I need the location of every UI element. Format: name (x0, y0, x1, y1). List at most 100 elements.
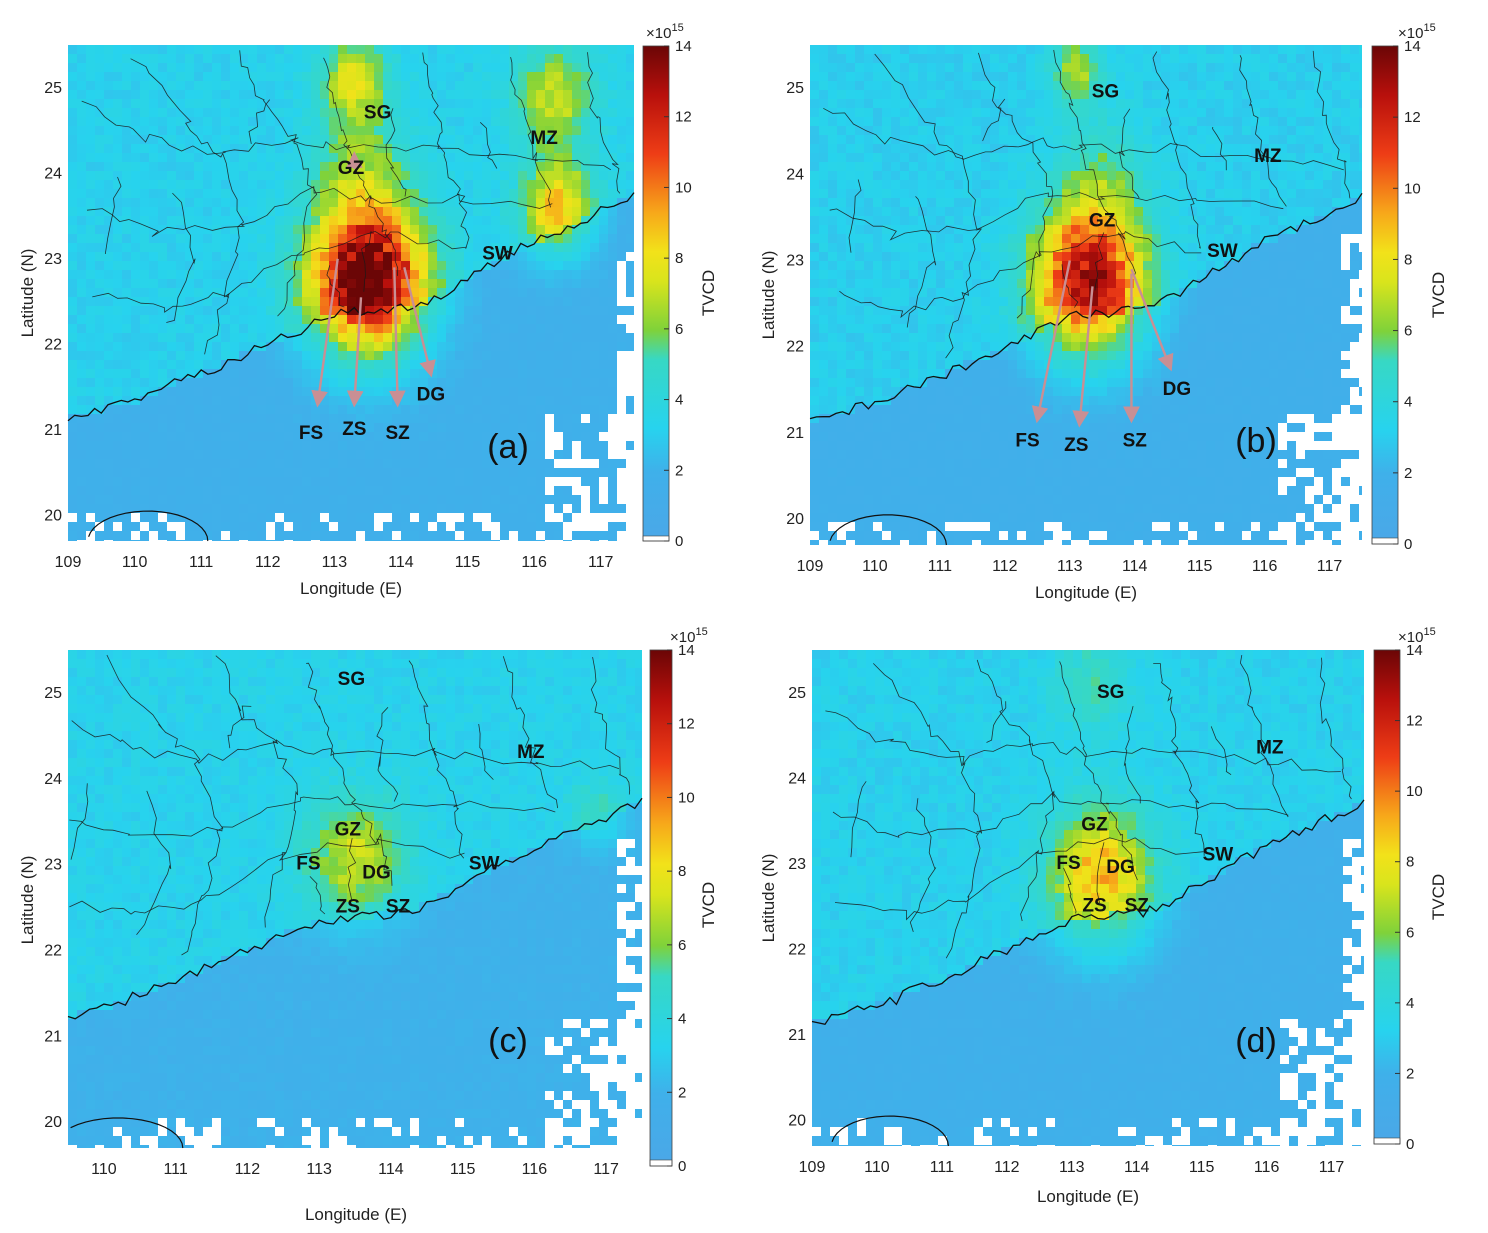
x-axis-label-a: Longitude (E) (300, 579, 402, 598)
y-tick-label: 20 (44, 507, 62, 524)
x-tick-label: 114 (378, 1161, 404, 1178)
colorbar-tick-label: 6 (678, 937, 686, 954)
heatmap-a (68, 45, 634, 541)
city-label-sg: SG (364, 102, 391, 123)
colorbar-label-b: TVCD (1429, 272, 1448, 318)
y-tick-label: 25 (44, 80, 62, 97)
x-tick-label: 109 (55, 554, 82, 571)
city-label-zs: ZS (1064, 435, 1088, 456)
colorbar-gradient-c (650, 650, 672, 1160)
x-tick-label: 109 (799, 1159, 826, 1176)
city-label-zs: ZS (336, 897, 360, 918)
city-labels-c: SG MZ GZ FS DG SW ZS SZ (296, 669, 545, 918)
city-labels-b: SG GZ MZ SW FS ZS SZ DG (1015, 81, 1282, 455)
x-tick-label: 111 (928, 558, 952, 575)
x-tick-label: 117 (588, 554, 614, 571)
colorbar-tick-label: 6 (1406, 924, 1414, 941)
y-tick-label: 25 (786, 80, 804, 97)
colorbar-multiplier-c: ×1015 (670, 626, 708, 646)
colorbar-tick-label: 2 (1406, 1065, 1414, 1082)
x-ticks-d: 109 110 111 112 113 114 115 116 117 (799, 1159, 1345, 1176)
colorbar-multiplier-a: ×1015 (646, 22, 684, 42)
x-tick-label: 114 (1124, 1159, 1150, 1176)
colorbar-tick-label: 2 (1404, 465, 1412, 482)
y-tick-label: 21 (786, 425, 804, 442)
panel-label-c: (c) (488, 1022, 528, 1060)
x-tick-label: 117 (1317, 558, 1343, 575)
colorbar-tick-label: 4 (1404, 394, 1412, 411)
city-label-sw: SW (482, 244, 513, 265)
city-label-gz: GZ (335, 819, 362, 840)
colorbar-ticks-b: 0 2 4 6 8 10 12 14 (1393, 38, 1421, 553)
x-tick-label: 112 (235, 1161, 261, 1178)
colorbar-multiplier-b: ×1015 (1398, 22, 1436, 42)
city-label-sz: SZ (1123, 431, 1148, 452)
y-tick-label: 25 (788, 685, 806, 702)
x-tick-label: 114 (1122, 558, 1148, 575)
city-label-sg: SG (1097, 682, 1124, 703)
colorbar-d: 0 2 4 6 8 10 12 14 TVCD ×1015 (1373, 626, 1448, 1153)
x-axis-label-d: Longitude (E) (1037, 1187, 1139, 1206)
y-axis-label-b: Latitude (N) (759, 251, 778, 340)
x-tick-label: 110 (91, 1161, 117, 1178)
colorbar-tick-label: 4 (675, 392, 683, 409)
x-tick-label: 116 (1252, 558, 1278, 575)
pointer-arrow (346, 297, 364, 408)
x-tick-label: 117 (1319, 1159, 1345, 1176)
x-tick-label: 113 (306, 1161, 332, 1178)
pointer-arrow (1130, 268, 1174, 372)
y-tick-label: 23 (788, 856, 806, 873)
colorbar-tick-label: 6 (675, 321, 683, 338)
y-tick-label: 22 (44, 943, 62, 960)
y-tick-label: 22 (788, 941, 806, 958)
x-tick-label: 111 (930, 1159, 954, 1176)
city-label-dg: DG (417, 385, 446, 406)
colorbar-label-d: TVCD (1429, 874, 1448, 920)
y-tick-label: 20 (44, 1114, 62, 1131)
colorbar-tick-label: 10 (1404, 180, 1421, 197)
colorbar-ticks-d: 0 2 4 6 8 10 12 14 (1395, 642, 1423, 1153)
x-ticks-a: 109 110 111 112 113 114 115 116 117 (55, 554, 614, 571)
city-label-zs: ZS (1082, 896, 1106, 917)
y-tick-label: 23 (44, 857, 62, 874)
city-label-sz: SZ (385, 423, 410, 444)
colorbar-label-c: TVCD (699, 882, 718, 928)
y-tick-label: 24 (44, 771, 62, 788)
panel-label-b: (b) (1235, 422, 1277, 460)
colorbar-tick-label: 2 (678, 1084, 686, 1101)
pointer-arrow (388, 267, 406, 408)
colorbar-tick-label: 0 (678, 1158, 686, 1175)
y-tick-label: 24 (44, 165, 62, 182)
colorbar-tick-label: 4 (678, 1011, 686, 1028)
province-borders-a (67, 50, 635, 542)
pointer-arrow (403, 267, 436, 378)
y-tick-label: 24 (788, 770, 806, 787)
colorbar-gradient-d (1374, 650, 1400, 1138)
x-tick-label: 109 (797, 558, 824, 575)
colorbar-gradient-a (643, 46, 669, 536)
city-label-mz: MZ (1256, 737, 1284, 758)
x-tick-label: 116 (1254, 1159, 1280, 1176)
x-axis-label-b: Longitude (E) (1035, 583, 1137, 602)
y-tick-label: 25 (44, 685, 62, 702)
heatmap-b (810, 45, 1362, 545)
x-tick-label: 116 (521, 554, 547, 571)
y-tick-label: 23 (44, 251, 62, 268)
colorbar-tick-label: 12 (1404, 109, 1421, 126)
province-borders-d (811, 655, 1365, 1147)
city-label-sw: SW (469, 854, 500, 875)
panel-label-a: (a) (487, 428, 529, 466)
x-tick-label: 112 (994, 1159, 1020, 1176)
colorbar-tick-label: 12 (1406, 713, 1423, 730)
pointer-arrow (311, 258, 339, 408)
y-axis-label-d: Latitude (N) (759, 854, 778, 943)
x-axis-label-c: Longitude (E) (305, 1205, 407, 1224)
y-tick-label: 20 (788, 1112, 806, 1129)
colorbar-tick-label: 12 (675, 109, 692, 126)
colorbar-tick-label: 14 (1406, 642, 1423, 659)
colorbar-label-a: TVCD (699, 270, 718, 316)
y-tick-label: 24 (786, 166, 804, 183)
city-label-gz: GZ (1089, 211, 1116, 232)
